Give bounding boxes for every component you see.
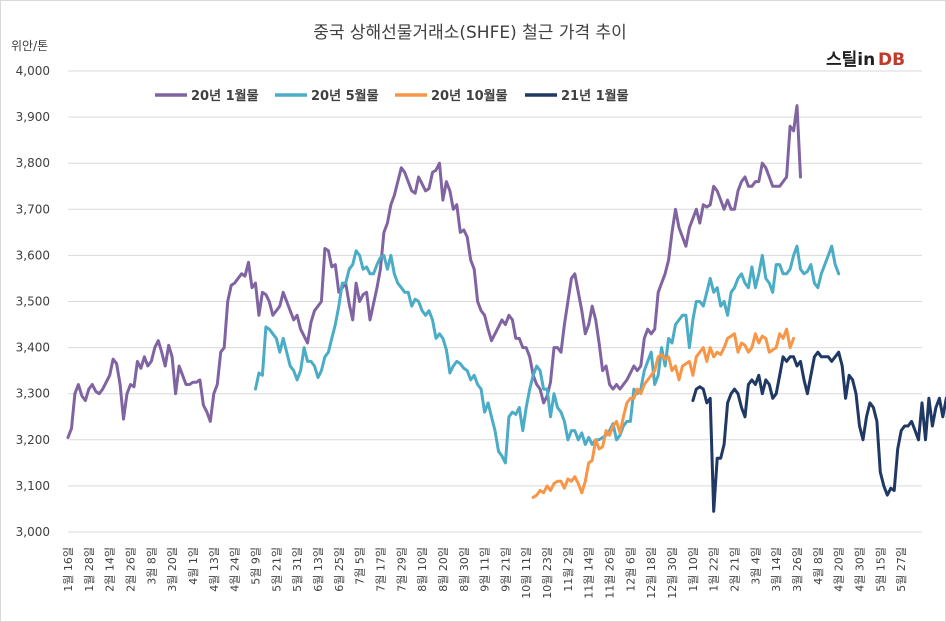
- x-tick-label: 6월 25일: [332, 547, 346, 592]
- x-tick-label: 7월 5일: [353, 547, 367, 585]
- x-tick-label: 12월 30일: [665, 547, 679, 599]
- y-tick-label: 3,600: [16, 248, 50, 262]
- x-tick-label: 11월 2일: [561, 547, 575, 592]
- y-tick-label: 3,100: [16, 479, 50, 493]
- chart-title: 중국 상해선물거래소(SHFE) 철근 가격 추이: [313, 23, 627, 43]
- y-tick-label: 3,800: [16, 156, 50, 170]
- y-tick-label: 3,700: [16, 202, 50, 216]
- x-tick-label: 3월 8일: [144, 547, 158, 585]
- brand-logo: 스틸in DB: [826, 49, 905, 70]
- y-tick-label: 3,900: [16, 110, 50, 124]
- y-tick-label: 4,000: [16, 64, 50, 78]
- y-axis-unit: 위안/톤: [11, 39, 48, 53]
- x-tick-label: 9월 11일: [478, 547, 492, 592]
- x-tick-label: 4월 30일: [853, 547, 867, 592]
- x-tick-label: 12월 18일: [644, 547, 658, 599]
- y-gridlines: [68, 70, 922, 533]
- x-tick-label: 7월 29일: [394, 547, 408, 592]
- x-tick-label: 5월 15일: [873, 547, 887, 592]
- x-tick-label: 11월 14일: [582, 547, 596, 599]
- x-tick-label: 1월 22일: [707, 547, 721, 592]
- series-line-3: [531, 327, 796, 499]
- x-tick-label: 12월 6일: [623, 547, 637, 592]
- legend: 20년 1월물 20년 5월물 20년 10월물 21년 1월물: [155, 88, 629, 104]
- x-tick-label: 1월 10일: [686, 547, 700, 592]
- x-tick-label: 5월 21일: [269, 547, 283, 592]
- x-tick-label: 2월 14일: [103, 547, 117, 592]
- x-tick-label: 11월 26일: [603, 547, 617, 599]
- series-lines: [66, 104, 946, 513]
- x-tick-label: 4월 8일: [811, 547, 825, 585]
- brand-accent: DB: [878, 50, 905, 70]
- x-tick-label: 10월 11일: [519, 547, 533, 599]
- x-tick-label: 9월 21일: [498, 547, 512, 592]
- x-tick-label: 8월 20일: [436, 547, 450, 592]
- y-tick-label: 3,300: [16, 387, 50, 401]
- legend-label: 20년 5월물: [311, 88, 379, 104]
- x-tick-label: 5월 31일: [290, 547, 304, 592]
- x-tick-label: 3월 14일: [769, 547, 783, 592]
- legend-label: 21년 1월물: [561, 88, 629, 104]
- x-tick-label: 4월 20일: [832, 547, 846, 592]
- x-tick-label: 6월 13일: [311, 547, 325, 592]
- x-tick-label: 10월 23일: [540, 547, 554, 599]
- y-tick-labels: 3,000 3,100 3,200 3,300 3,400 3,500 3,600 3,700…: [16, 64, 50, 539]
- x-tick-labels: 1월 16일 1월 28일 2월 14일 2월 26일 3월 8일 3월 20일 4월 1일…: [61, 547, 908, 599]
- legend-label: 20년 1월물: [191, 88, 259, 104]
- y-tick-label: 3,000: [16, 525, 50, 539]
- x-tick-label: 7월 17일: [373, 547, 387, 592]
- x-tick-label: 5월 27일: [894, 547, 908, 592]
- x-tick-label: 4월 1일: [186, 547, 200, 585]
- x-tick-label: 3월 4일: [748, 547, 762, 585]
- x-tick-label: 2월 21일: [728, 547, 742, 592]
- x-tick-label: 4월 13일: [207, 547, 221, 592]
- x-tick-label: 3월 26일: [790, 547, 804, 592]
- y-tick-label: 3,500: [16, 295, 50, 309]
- brand-main: 스틸in: [826, 49, 875, 70]
- y-tick-label: 3,200: [16, 433, 50, 447]
- x-tick-label: 1월 16일: [61, 547, 75, 592]
- series-line-4: [691, 350, 946, 513]
- x-tick-label: 3월 20일: [165, 547, 179, 592]
- x-tick-label: 8월 10일: [415, 547, 429, 592]
- x-tick-label: 1월 28일: [82, 547, 96, 592]
- x-tick-label: 2월 26일: [123, 547, 137, 592]
- series-line-1: [66, 104, 802, 439]
- x-tick-label: 4월 24일: [228, 547, 242, 592]
- x-tick-label: 5월 9일: [248, 547, 262, 585]
- series-line-2: [254, 244, 841, 465]
- legend-label: 20년 10월물: [431, 88, 508, 104]
- x-tick-label: 8월 30일: [457, 547, 471, 592]
- y-tick-label: 3,400: [16, 341, 50, 355]
